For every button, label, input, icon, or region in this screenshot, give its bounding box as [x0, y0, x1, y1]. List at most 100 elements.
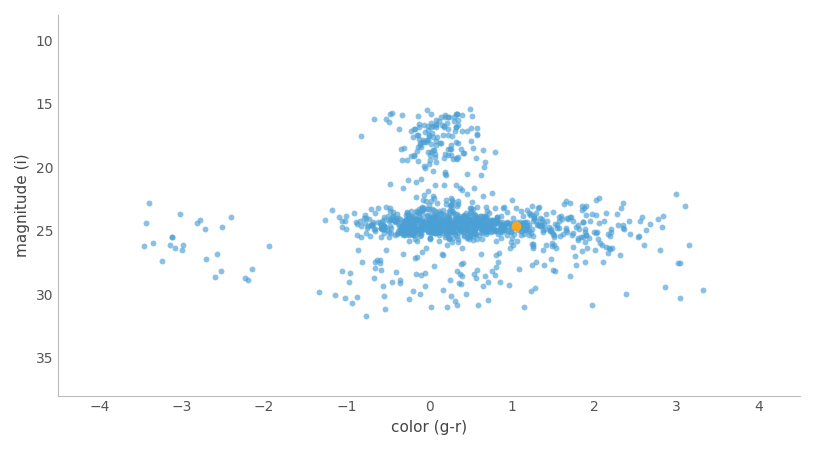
- Point: [509, 220, 522, 228]
- Point: [593, 219, 606, 226]
- Point: [441, 213, 454, 220]
- Point: [447, 222, 460, 230]
- Point: [522, 231, 535, 239]
- Point: [604, 229, 617, 236]
- Point: [457, 231, 470, 239]
- Point: [589, 246, 602, 253]
- Point: [545, 225, 558, 232]
- Point: [429, 224, 442, 231]
- Point: [437, 225, 450, 232]
- Point: [447, 229, 460, 236]
- Point: [495, 225, 508, 232]
- Point: [416, 207, 430, 214]
- Point: [533, 222, 546, 229]
- Point: [456, 149, 469, 156]
- Point: [528, 214, 541, 221]
- Point: [469, 155, 482, 162]
- Point: [465, 125, 478, 132]
- Point: [467, 220, 480, 228]
- Point: [469, 221, 482, 229]
- Point: [426, 146, 439, 153]
- Point: [411, 253, 424, 260]
- Point: [177, 241, 190, 248]
- Point: [428, 222, 441, 229]
- Point: [412, 226, 425, 234]
- Point: [506, 197, 519, 204]
- Point: [405, 212, 418, 219]
- Point: [469, 215, 482, 222]
- Point: [617, 225, 630, 232]
- Point: [412, 219, 425, 226]
- Point: [469, 220, 482, 228]
- Point: [405, 230, 418, 238]
- Point: [572, 225, 585, 232]
- Point: [175, 247, 188, 254]
- Point: [494, 225, 507, 233]
- Point: [411, 222, 424, 230]
- Point: [155, 257, 168, 264]
- Point: [509, 204, 522, 211]
- Point: [470, 214, 483, 221]
- Point: [506, 234, 519, 242]
- Point: [514, 232, 527, 239]
- Point: [448, 215, 461, 222]
- Point: [469, 226, 482, 233]
- Point: [467, 236, 480, 243]
- Point: [444, 219, 457, 226]
- Point: [429, 150, 442, 158]
- Point: [455, 227, 468, 234]
- Point: [438, 154, 451, 162]
- Point: [579, 231, 593, 238]
- Point: [489, 219, 502, 226]
- Point: [456, 187, 469, 194]
- Point: [402, 215, 415, 222]
- Point: [408, 227, 421, 234]
- Point: [430, 213, 443, 220]
- Point: [456, 112, 469, 119]
- Point: [484, 228, 497, 235]
- Point: [359, 215, 372, 222]
- Point: [461, 222, 474, 229]
- Point: [366, 220, 379, 227]
- Point: [465, 220, 478, 227]
- Point: [590, 196, 603, 203]
- Point: [452, 121, 465, 128]
- Point: [610, 211, 623, 218]
- Point: [521, 219, 534, 226]
- Point: [465, 229, 478, 236]
- Point: [399, 218, 412, 225]
- Point: [479, 214, 492, 221]
- Point: [497, 203, 510, 211]
- Point: [456, 259, 469, 266]
- Point: [435, 220, 448, 227]
- Point: [514, 221, 527, 229]
- Point: [451, 202, 464, 210]
- Point: [433, 117, 446, 124]
- Point: [455, 146, 468, 153]
- Point: [517, 224, 530, 231]
- Point: [427, 194, 440, 201]
- Point: [400, 222, 413, 230]
- Point: [490, 238, 503, 245]
- Point: [482, 223, 495, 230]
- Point: [423, 220, 436, 227]
- Point: [390, 217, 403, 225]
- Point: [460, 230, 473, 237]
- Point: [566, 230, 579, 237]
- Point: [368, 227, 381, 234]
- Point: [460, 218, 474, 225]
- Point: [402, 221, 415, 228]
- Point: [408, 235, 421, 242]
- Point: [451, 110, 464, 117]
- Point: [470, 223, 483, 230]
- Point: [418, 223, 431, 230]
- Point: [425, 119, 438, 126]
- Point: [585, 210, 598, 217]
- Point: [498, 223, 511, 230]
- Point: [392, 228, 405, 235]
- Point: [421, 227, 434, 234]
- Point: [430, 212, 443, 219]
- Point: [455, 226, 468, 233]
- Point: [571, 234, 584, 241]
- Point: [351, 247, 364, 254]
